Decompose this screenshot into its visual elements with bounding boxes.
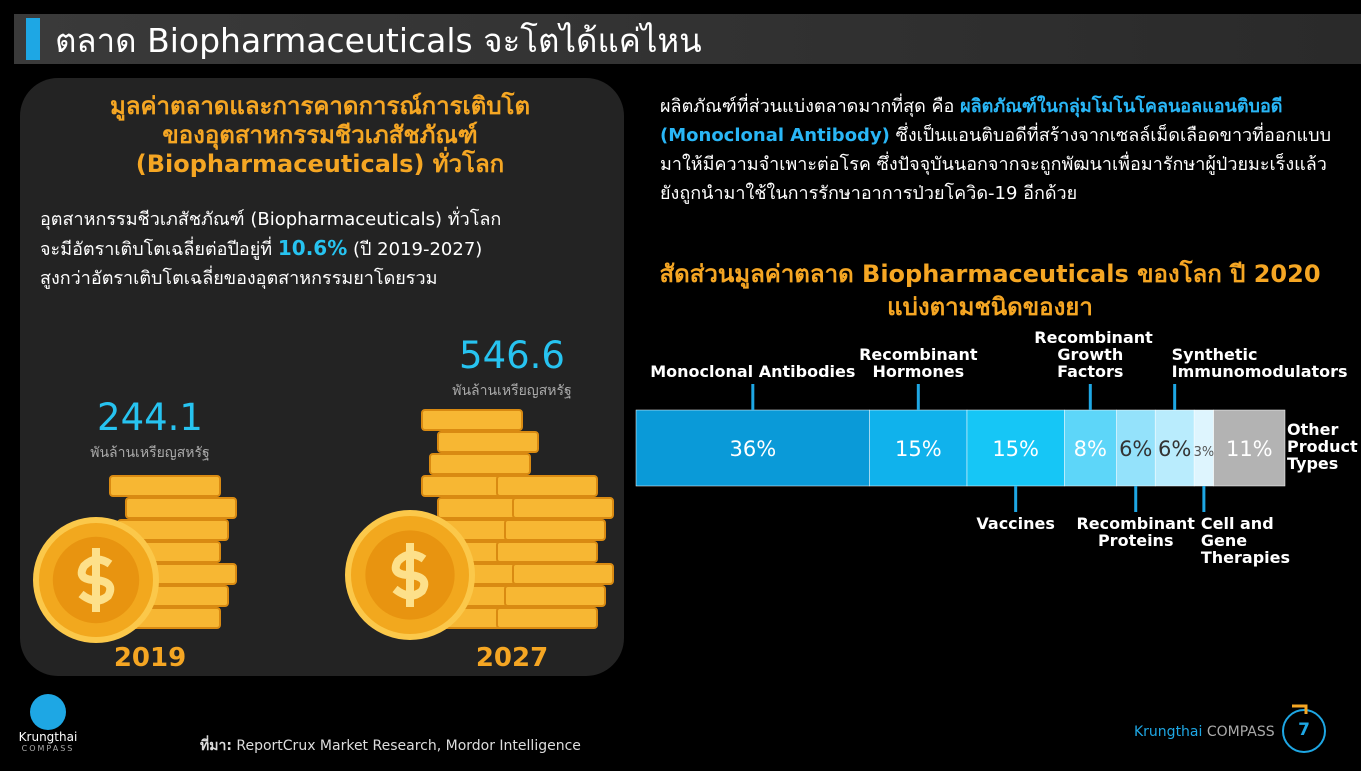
legend-label: Synthetic Immunomodulators	[1171, 345, 1348, 381]
value-label: 6%	[1158, 437, 1191, 461]
coin-layer	[512, 563, 614, 585]
legend-label: Recombinant Proteins	[1076, 514, 1195, 550]
value-label: 6%	[1119, 437, 1152, 461]
bar-segment	[635, 409, 870, 487]
legend-label: Recombinant Hormones	[859, 345, 978, 381]
coin-layer	[437, 431, 539, 453]
market-value: 244.1	[97, 396, 203, 439]
value-label: 11%	[1226, 437, 1273, 461]
value-label: 36%	[729, 437, 776, 461]
bar-segment	[966, 409, 1065, 487]
left-title-line: (Biopharmaceuticals) ทั่วโลก	[135, 150, 505, 178]
coin-layer	[496, 541, 598, 563]
left-title-line: ของอุตสาหกรรมชีวเภสัชภัณฑ์	[162, 121, 478, 149]
bar-segment	[869, 409, 968, 487]
value-label: 15%	[992, 437, 1039, 461]
coin-symbol	[391, 543, 429, 607]
legend-label: Other Product Types	[1287, 420, 1358, 473]
source-text: ReportCrux Market Research, Mordor Intel…	[236, 738, 581, 754]
logo: Krungthai COMPASS	[10, 731, 86, 755]
coin-layer	[504, 519, 606, 541]
year-label: 2019	[114, 643, 186, 673]
bar-segment	[1064, 409, 1117, 487]
brand-sub: COMPASS	[1206, 724, 1275, 740]
legend-label: Vaccines	[976, 514, 1055, 533]
legend-label: Cell and Gene Therapies	[1200, 514, 1291, 567]
page-circle	[1282, 709, 1326, 753]
source-label: ที่มา:	[200, 738, 232, 754]
brand-name: Krungthai	[1134, 724, 1203, 740]
market-unit: พันล้านเหรียญสหรัฐ	[452, 383, 572, 399]
chart-title: สัดส่วนมูลค่าตลาด Biopharmaceuticals ของ…	[659, 260, 1321, 288]
header-accent	[26, 18, 40, 60]
coin-layer	[125, 497, 237, 519]
bar-segment	[1213, 409, 1286, 487]
chart: 36% 15% 15% 8% 6% 6% 3% 11%	[635, 384, 1286, 512]
body-line: อุตสาหกรรมชีวเภสัชภัณฑ์ (Biopharmaceutic…	[40, 209, 502, 230]
body-line: สูงกว่าอัตราเติบโตเฉลี่ยของอุตสาหกรรมยาโ…	[40, 268, 438, 289]
bar-segment	[1154, 409, 1195, 487]
paragraph-highlight: ผลิตภัณฑ์ในกลุ่มโมโนโคลนอลแอนติบอดี (Mon…	[660, 96, 1283, 146]
right-paragraph: ผลิตภัณฑ์ที่ส่วนแบ่งตลาดมากที่สุด คือ ผล…	[660, 92, 1345, 208]
paragraph-text: ซึ่งเป็นแอนติบอดีที่สร้างจากเซลล์เม็ดเลื…	[660, 125, 1332, 204]
year-label: 2027	[476, 643, 548, 673]
page-number: 7	[1298, 720, 1310, 740]
logo-mark	[30, 694, 66, 730]
source: ที่มา: ReportCrux Market Research, Mordo…	[200, 735, 581, 757]
body-text: จะมีอัตราเติบโตเฉลี่ยต่อปีอยู่ที่	[40, 239, 273, 260]
coin-illustration	[33, 409, 614, 643]
page-arrow	[1292, 704, 1308, 714]
body-line: จะมีอัตราเติบโตเฉลี่ยต่อปีอยู่ที่ 10.6% …	[40, 234, 615, 264]
chart-subtitle: แบ่งตามชนิดของยา	[887, 293, 1093, 321]
market-value: 546.6	[459, 334, 565, 377]
value-label: 3%	[1194, 445, 1215, 460]
value-label: 15%	[895, 437, 942, 461]
coin-layer	[496, 475, 598, 497]
market-unit: พันล้านเหรียญสหรัฐ	[90, 445, 210, 461]
body-text: (ปี 2019-2027)	[352, 239, 483, 260]
coin-layer	[109, 475, 221, 497]
coin-layer	[512, 497, 614, 519]
legend-label: Monoclonal Antibodies	[650, 362, 856, 381]
growth-rate: 10.6%	[277, 236, 348, 260]
chart-heading: สัดส่วนมูลค่าตลาด Biopharmaceuticals ของ…	[640, 258, 1340, 324]
left-title-line: มูลค่าตลาดและการคาดการณ์การเติบโต	[109, 92, 531, 120]
left-body: อุตสาหกรรมชีวเภสัชภัณฑ์ (Biopharmaceutic…	[40, 205, 615, 293]
coin-layer	[429, 453, 531, 475]
logo-sub: COMPASS	[21, 744, 75, 753]
legend-label: Recombinant Growth Factors	[1034, 328, 1153, 381]
header-bar	[14, 14, 1361, 64]
coin-layer	[504, 585, 606, 607]
value-label: 8%	[1074, 437, 1107, 461]
page-title: ตลาด Biopharmaceuticals จะโตได้แค่ไหน	[55, 21, 702, 60]
coin-layer	[496, 607, 598, 629]
coin-layer	[421, 409, 523, 431]
logo-name: Krungthai	[18, 730, 78, 744]
paragraph-text: ผลิตภัณฑ์ที่ส่วนแบ่งตลาดมากที่สุด คือ	[660, 96, 955, 117]
coin-symbol	[77, 548, 115, 612]
brand: Krungthai COMPASS	[1134, 724, 1275, 740]
left-title: มูลค่าตลาดและการคาดการณ์การเติบโต ของอุต…	[40, 92, 600, 179]
